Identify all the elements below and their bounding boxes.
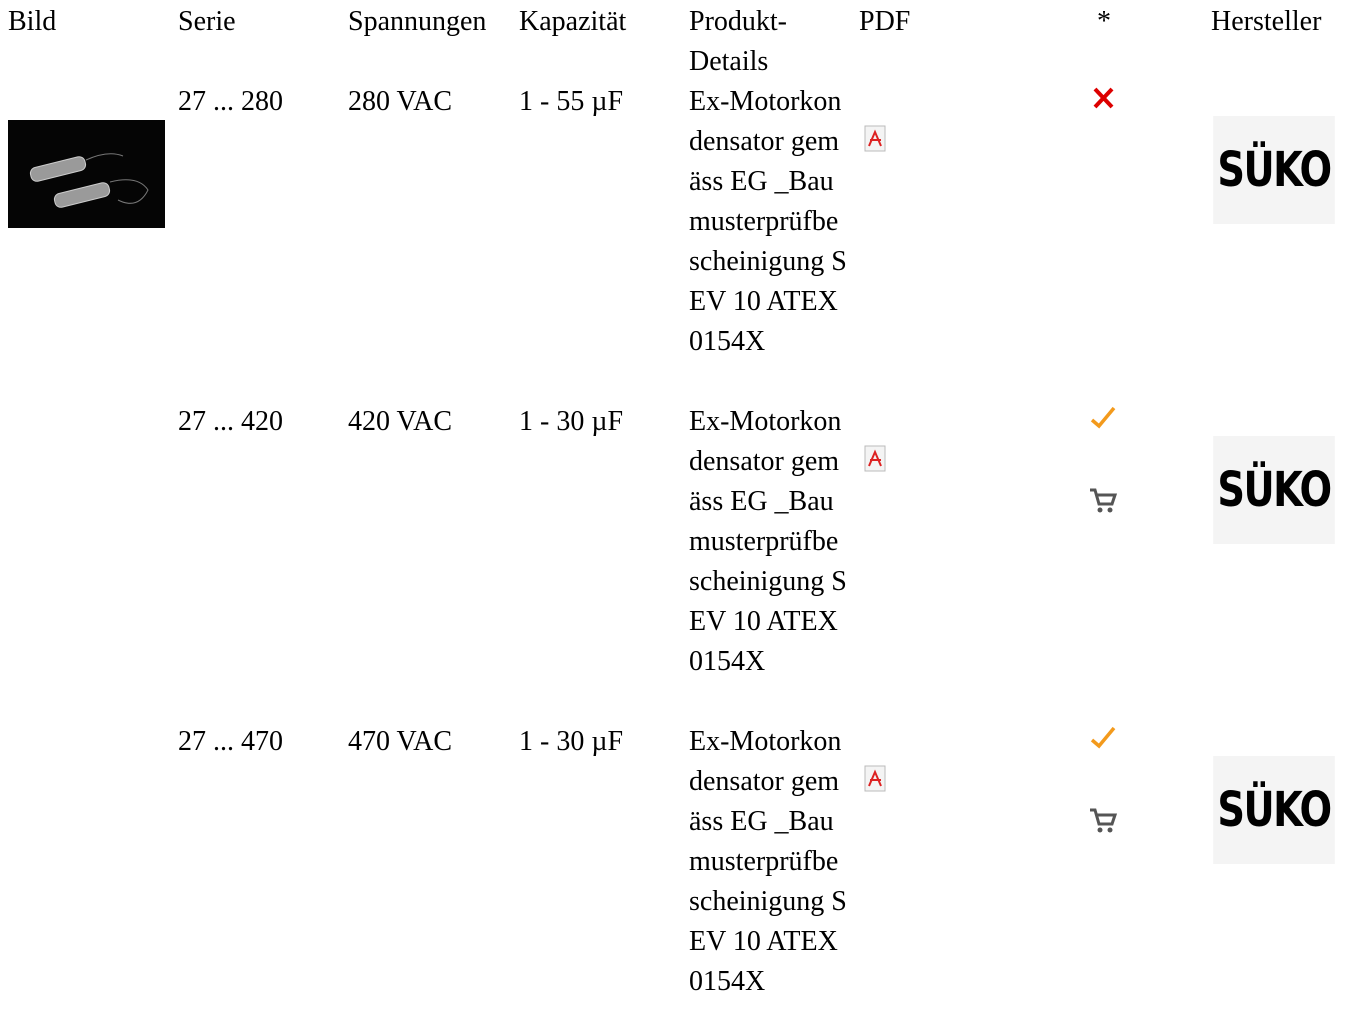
serie: 27 ... 470 (178, 722, 283, 762)
pdf-icon[interactable] (861, 124, 891, 154)
manufacturer-logo[interactable]: SÜKO (1213, 756, 1335, 864)
capacity: 1 - 30 µF (519, 722, 623, 762)
details: Ex-Motorkondensator gemäss EG _Baumuster… (689, 82, 847, 362)
header: PDF (859, 2, 910, 42)
header: Produkt-Details (689, 2, 809, 82)
header: Bild (8, 2, 56, 42)
cart-icon[interactable] (1088, 486, 1118, 516)
product-image[interactable] (8, 120, 165, 228)
voltage: 470 VAC (348, 722, 452, 762)
voltage: 420 VAC (348, 402, 452, 442)
capacity: 1 - 30 µF (519, 402, 623, 442)
header: Serie (178, 2, 236, 42)
header: Spannungen (348, 2, 486, 42)
serie: 27 ... 280 (178, 82, 283, 122)
header: Kapazität (519, 2, 626, 42)
capacity: 1 - 55 µF (519, 82, 623, 122)
unavailable-icon (1090, 84, 1118, 112)
manufacturer-logo[interactable]: SÜKO (1213, 116, 1335, 224)
cart-icon[interactable] (1088, 806, 1118, 836)
manufacturer-logo[interactable]: SÜKO (1213, 436, 1335, 544)
details: Ex-Motorkondensator gemäss EG _Baumuster… (689, 722, 847, 1002)
pdf-icon[interactable] (861, 764, 891, 794)
pdf-icon[interactable] (861, 444, 891, 474)
details: Ex-Motorkondensator gemäss EG _Baumuster… (689, 402, 847, 682)
header: * (1097, 2, 1111, 42)
header: Hersteller (1211, 2, 1321, 42)
available-icon (1088, 402, 1120, 434)
available-icon (1088, 722, 1120, 754)
serie: 27 ... 420 (178, 402, 283, 442)
voltage: 280 VAC (348, 82, 452, 122)
page: Bild Serie Spannungen Kapazität Produkt-… (0, 0, 1350, 1034)
